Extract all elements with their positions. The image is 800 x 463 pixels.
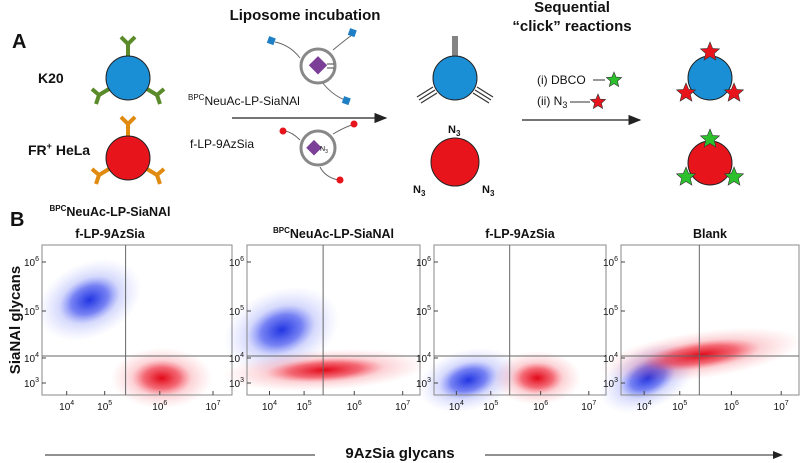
liposome-label: f-LP-9AzSia [190, 137, 254, 151]
tick-label: 106 [603, 256, 618, 269]
star [723, 82, 745, 102]
plot-frame [620, 244, 800, 396]
axis-label: SiaNAl glycans [7, 266, 24, 374]
liposome-label: BPCNeuAc-LP-SiaNAl [188, 93, 300, 108]
tick-label: 105 [416, 305, 431, 318]
plot-title: BPCNeuAc-LP-SiaNAl [49, 204, 170, 219]
event-cloud [439, 360, 498, 400]
reagent-label: (i) DBCO [537, 73, 586, 87]
star [589, 93, 607, 110]
cell-hela [90, 115, 166, 185]
event-cloud [247, 304, 316, 356]
star [699, 41, 721, 61]
tick-label: 107 [205, 400, 220, 413]
tick-label: 106 [724, 400, 739, 413]
event-cloud [131, 360, 192, 396]
azide-label: N3 [320, 146, 328, 155]
tick-label: 105 [97, 400, 112, 413]
tick-label: 104 [59, 400, 74, 413]
event-cloud [641, 338, 761, 372]
tick-label: 105 [229, 305, 244, 318]
tick-label: 103 [229, 377, 244, 390]
tick-label: 105 [297, 400, 312, 413]
tick-label: 106 [24, 256, 39, 269]
tick-label: 106 [533, 400, 548, 413]
tick-label: 107 [774, 400, 789, 413]
liposome-icon: N3 [266, 28, 358, 184]
plot-title: BPCNeuAc-LP-SiaNAl [273, 226, 394, 241]
step-title: Liposome incubation [230, 7, 381, 24]
tick-label: 104 [416, 352, 431, 365]
tick-label: 106 [416, 256, 431, 269]
star [723, 166, 745, 186]
panel-label: B [10, 209, 24, 231]
tick-label: 103 [24, 377, 39, 390]
panel-label: A [12, 31, 26, 53]
star [675, 166, 697, 186]
star [675, 82, 697, 102]
cell-label: FR+ HeLa [28, 141, 90, 158]
plot-title: f-LP-9AzSia [485, 227, 556, 241]
plot-frame [433, 244, 607, 396]
step-title: Sequential [534, 0, 610, 16]
azide-label: N3 [448, 124, 461, 138]
tick-label: 105 [24, 305, 39, 318]
tick-label: 104 [262, 400, 277, 413]
axis-label: 9AzSia glycans [345, 445, 454, 462]
reagent-label: (ii) N3 [537, 94, 567, 110]
tick-label: 107 [395, 400, 410, 413]
cell-labeled [687, 55, 733, 101]
step-title: “click” reactions [512, 18, 631, 35]
event-cloud [511, 362, 564, 394]
tick-label: 103 [603, 377, 618, 390]
cell-label: K20 [38, 70, 64, 86]
azide-label: N3 [482, 184, 495, 198]
tick-label: 106 [229, 256, 244, 269]
event-cloud [59, 275, 120, 325]
cell-alkyne [416, 36, 494, 187]
tick-label: 105 [603, 305, 618, 318]
tick-label: 105 [672, 400, 687, 413]
azide-label: N3 [413, 184, 426, 198]
tick-label: 106 [152, 400, 167, 413]
plots: BPCNeuAc-LP-SiaNAl f-LP-9AzSia 106 105 104 10… [24, 204, 800, 414]
tick-label: 103 [416, 377, 431, 390]
star [605, 71, 623, 88]
plot-title: f-LP-9AzSia [75, 227, 146, 241]
tick-label: 104 [229, 352, 244, 365]
tick-label: 105 [483, 400, 498, 413]
stars [589, 41, 745, 186]
tick-label: 106 [347, 400, 362, 413]
tick-label: 104 [24, 352, 39, 365]
star [699, 128, 721, 148]
plot-frame [246, 244, 421, 396]
tick-label: 104 [449, 400, 464, 413]
cell-k20 [90, 35, 166, 105]
event-cloud [264, 357, 385, 383]
plot-title: Blank [693, 227, 727, 241]
tick-label: 104 [603, 352, 618, 365]
tick-label: 107 [581, 400, 596, 413]
tick-label: 104 [637, 400, 652, 413]
cell-labeled [687, 140, 733, 186]
